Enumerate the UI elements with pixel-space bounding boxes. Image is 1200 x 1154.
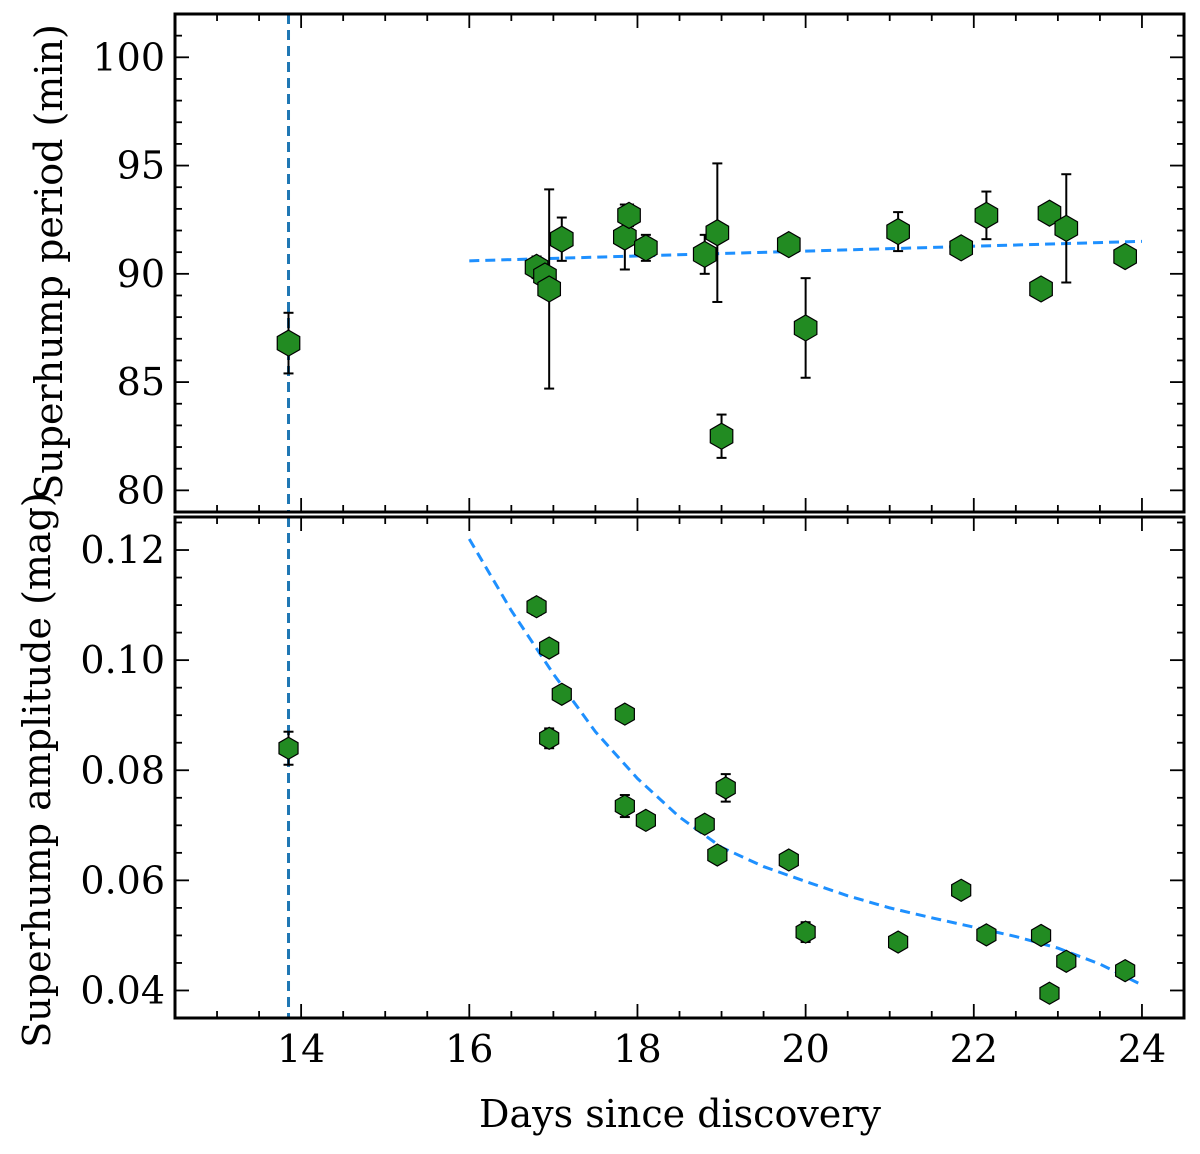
- top-data-point: [692, 240, 717, 269]
- top-fit-line: [469, 239, 1143, 263]
- bottom-data-point: [539, 726, 560, 751]
- bottom-data-point: [1039, 981, 1060, 1005]
- bottom-data-point: [887, 930, 909, 954]
- bottom-fit-line: [467, 538, 1143, 987]
- top-y-tick-label: 95: [117, 144, 165, 188]
- top-y-tick-label: 80: [117, 468, 165, 512]
- bottom-data-point: [614, 794, 635, 818]
- top-panel: 80 85 90 95 100: [92, 12, 1186, 514]
- bottom-panel: 14 16 18 20 22 24 0.04 0.06 0.08 0.10 0.12: [80, 515, 1186, 1071]
- bottom-axes-frame: [173, 515, 1186, 1020]
- top-data-point: [276, 329, 301, 357]
- top-data-point: [709, 422, 734, 450]
- bottom-data-point: [551, 682, 572, 706]
- top-y-tick-label: 85: [117, 360, 165, 404]
- x-tick-label: 16: [445, 1027, 493, 1071]
- bottom-data-point: [526, 595, 547, 619]
- x-tick-label: 24: [1118, 1027, 1166, 1071]
- bottom-y-tick-label: 0.06: [80, 858, 165, 902]
- top-data-point: [1054, 214, 1079, 243]
- bottom-data-point: [1056, 949, 1077, 973]
- bottom-y-tick-label: 0.08: [80, 748, 165, 792]
- top-data-point: [612, 223, 637, 251]
- bottom-data-point: [951, 878, 972, 902]
- x-axis-label: Days since discovery: [479, 1092, 881, 1136]
- bottom-data-point: [715, 776, 736, 800]
- top-data-point: [617, 201, 641, 230]
- bottom-data-point: [694, 812, 715, 836]
- top-data-point: [886, 217, 910, 246]
- top-data-point: [974, 201, 999, 230]
- bottom-data-point: [707, 843, 728, 867]
- bottom-data-point: [1030, 923, 1052, 948]
- top-y-axis-label: Superhump period (min): [27, 24, 71, 500]
- top-data-point: [549, 225, 574, 253]
- top-data-point: [776, 230, 801, 259]
- x-tick-label: 20: [781, 1027, 829, 1071]
- top-data-point: [1029, 275, 1053, 303]
- top-data-point: [634, 234, 658, 262]
- bottom-y-tick-label: 0.10: [80, 638, 165, 682]
- bottom-y-tick-label: 0.04: [80, 968, 165, 1012]
- top-data-point: [1037, 199, 1062, 227]
- bottom-data-point: [614, 702, 635, 726]
- top-y-tick-label: 90: [117, 252, 165, 296]
- bottom-y-axis-label: Superhump amplitude (mag): [15, 492, 59, 1048]
- top-y-tick-label: 100: [92, 35, 165, 79]
- top-data-point: [949, 234, 974, 262]
- x-tick-label: 18: [613, 1027, 661, 1071]
- top-data-point: [1113, 242, 1138, 271]
- bottom-data-point: [976, 923, 997, 947]
- bottom-data-point: [635, 808, 656, 833]
- top-data-point: [537, 275, 562, 303]
- top-data-point: [793, 314, 818, 342]
- bottom-data-point: [278, 736, 299, 760]
- bottom-data-point: [1115, 958, 1136, 983]
- x-tick-label: 22: [950, 1027, 998, 1071]
- bottom-y-tick-label: 0.12: [80, 528, 165, 572]
- top-axes-frame: [173, 12, 1186, 514]
- bottom-data-point: [539, 636, 560, 660]
- bottom-data-point: [778, 848, 799, 872]
- x-tick-label: 14: [277, 1027, 325, 1071]
- bottom-data-point: [795, 920, 816, 944]
- top-data-point: [705, 218, 730, 247]
